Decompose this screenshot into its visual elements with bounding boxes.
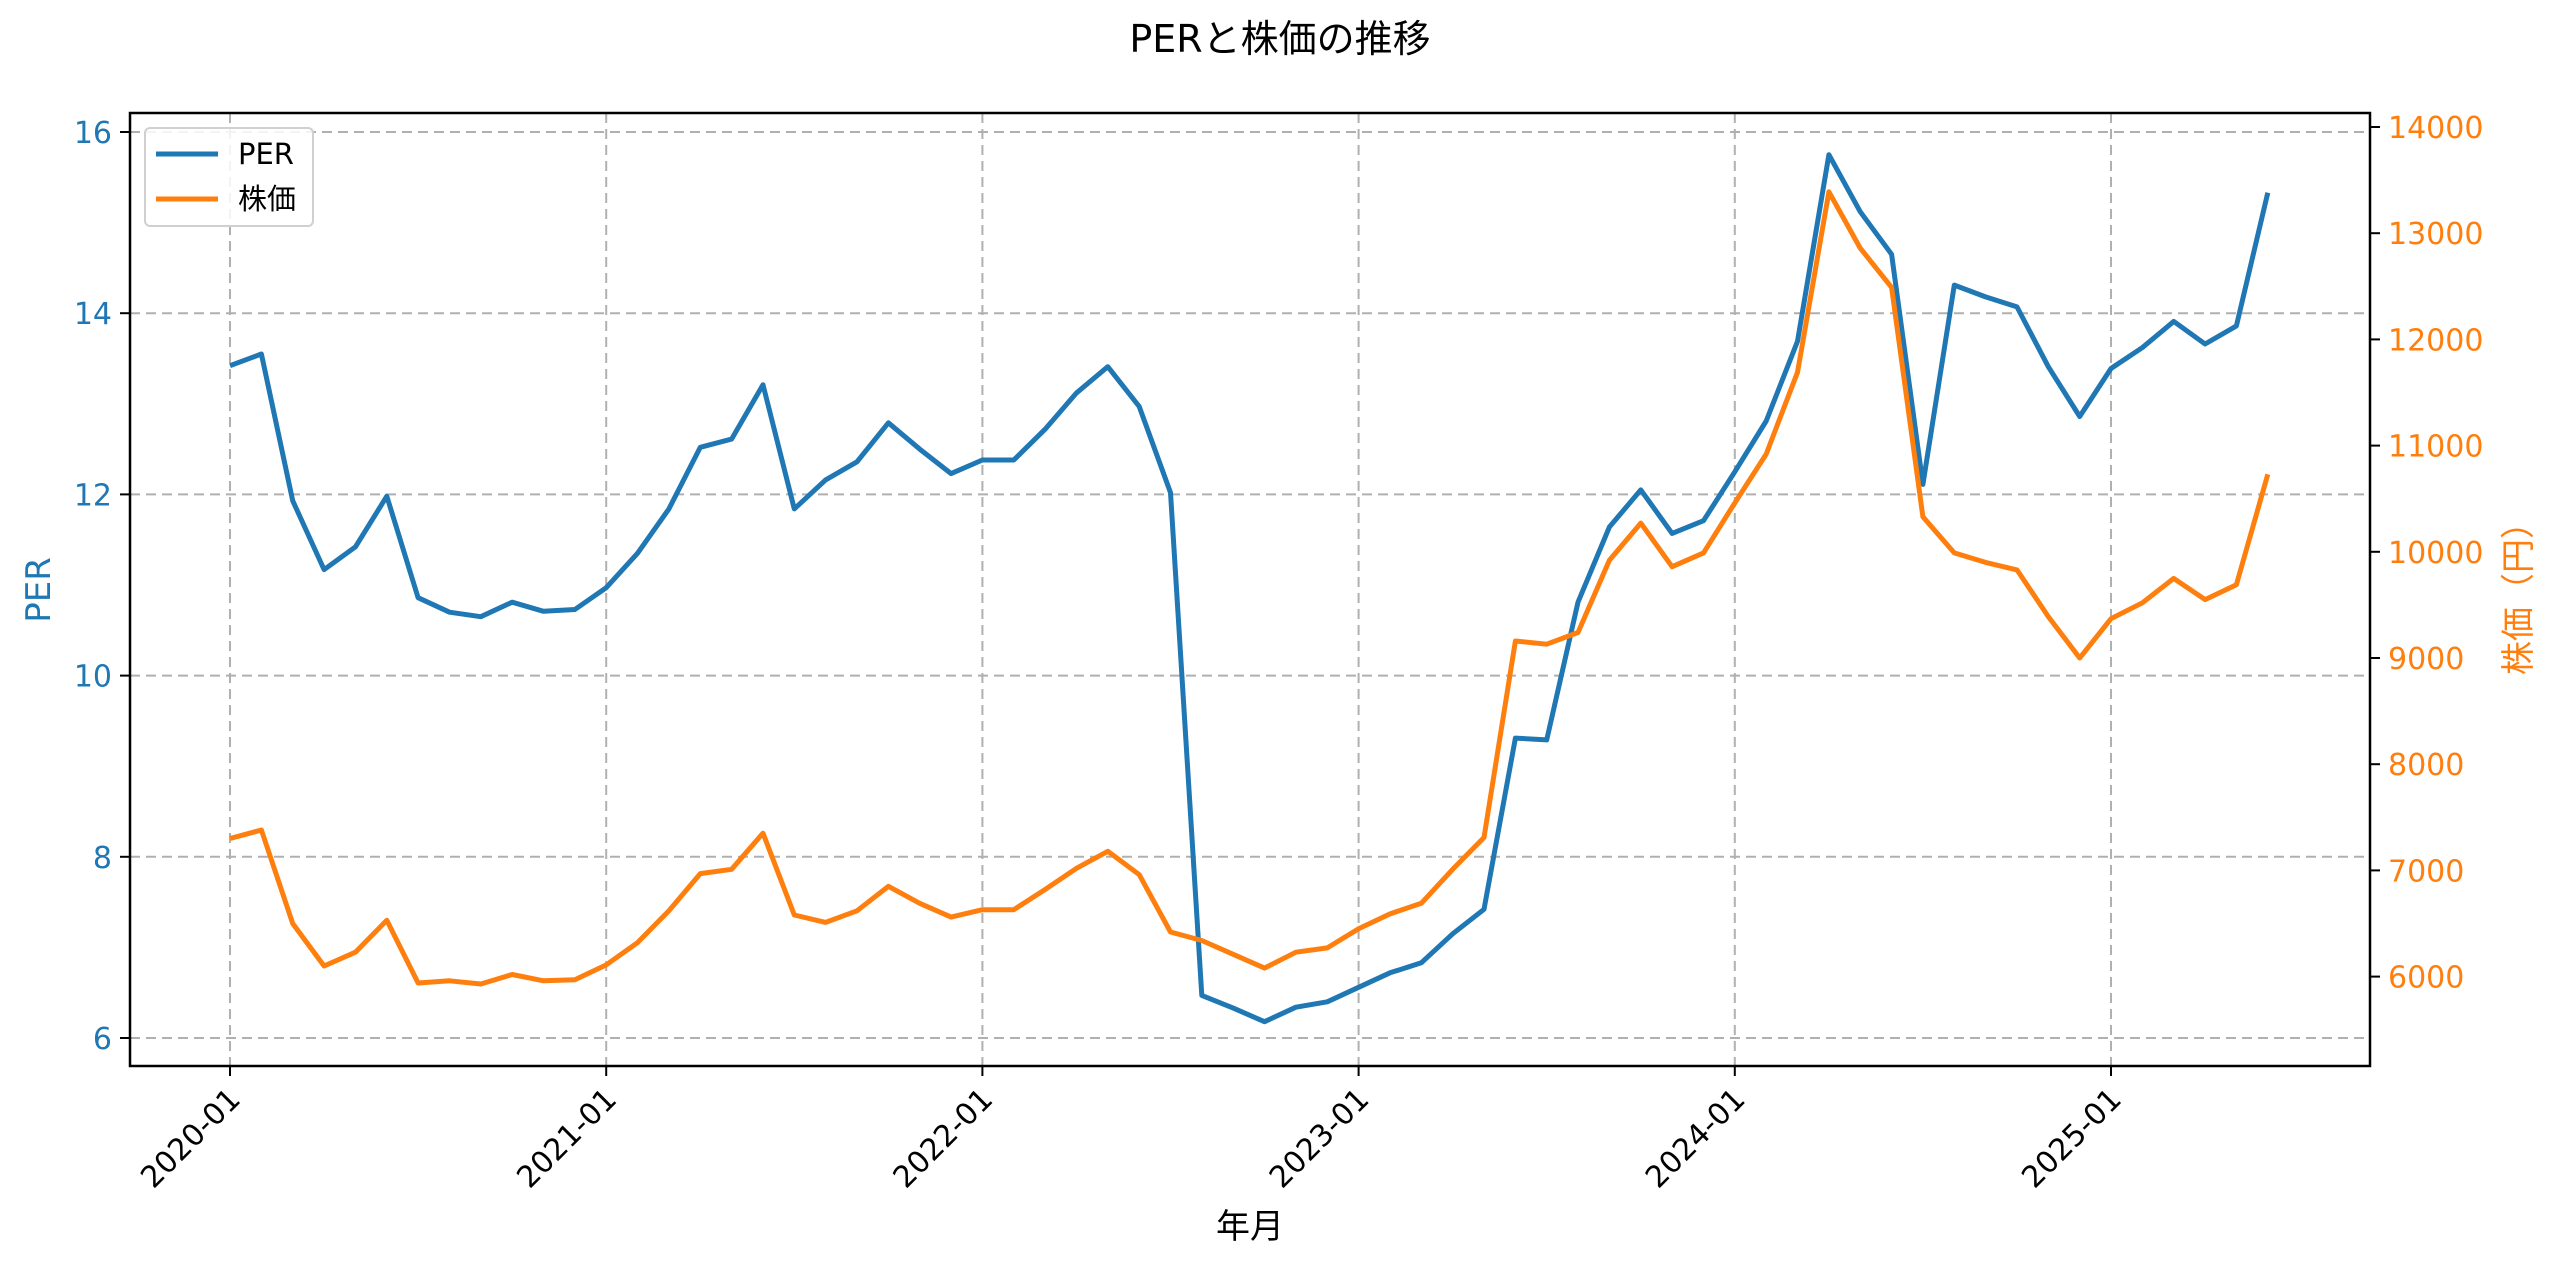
plot-frame (128, 111, 2372, 1068)
x-tick-label: 2020-01 (134, 1082, 247, 1195)
x-tick-label: 2021-01 (510, 1082, 623, 1195)
x-axis: 2020-01 2021-01 2022-01 2023-01 2024-01 2025-… (134, 1066, 2129, 1195)
per-line (229, 152, 2271, 1025)
left-tick-label: 6 (93, 1022, 112, 1057)
x-tick-label: 2022-01 (887, 1082, 1000, 1195)
x-tick-label: 2024-01 (1639, 1082, 1752, 1195)
y-axis-label-left: PER (19, 557, 59, 623)
right-tick-label: 10000 (2388, 536, 2483, 571)
left-tick-label: 16 (74, 116, 112, 151)
left-tick-label: 12 (74, 478, 112, 513)
right-tick-label: 12000 (2388, 323, 2483, 358)
left-y-axis: 6 8 10 12 14 16 (74, 116, 130, 1057)
data-lines (229, 152, 2271, 1025)
right-tick-label: 14000 (2388, 111, 2483, 146)
y-axis-label-right: 株価（円） (2499, 505, 2539, 675)
left-tick-label: 8 (93, 841, 112, 876)
x-axis-label: 年月 (1216, 1207, 1284, 1247)
right-tick-label: 8000 (2388, 748, 2464, 783)
legend-price-label: 株価 (238, 182, 296, 216)
grid-lines (130, 113, 2370, 1066)
right-tick-label: 11000 (2388, 430, 2483, 465)
right-tick-label: 6000 (2388, 961, 2464, 996)
legend-per-label: PER (238, 137, 294, 171)
right-y-axis: 6000 7000 8000 9000 10000 11000 12000 13000 1400… (2370, 111, 2483, 996)
x-tick-label: 2023-01 (1263, 1082, 1376, 1195)
right-tick-label: 9000 (2388, 642, 2464, 677)
left-tick-label: 10 (74, 660, 112, 695)
legend: PER 株価 (144, 127, 314, 227)
right-tick-label: 13000 (2388, 217, 2483, 252)
chart-title: PERと株価の推移 (1129, 17, 1430, 61)
price-line (229, 189, 2271, 987)
left-tick-label: 14 (74, 297, 112, 332)
x-tick-label: 2025-01 (2015, 1082, 2128, 1195)
right-tick-label: 7000 (2388, 854, 2464, 889)
